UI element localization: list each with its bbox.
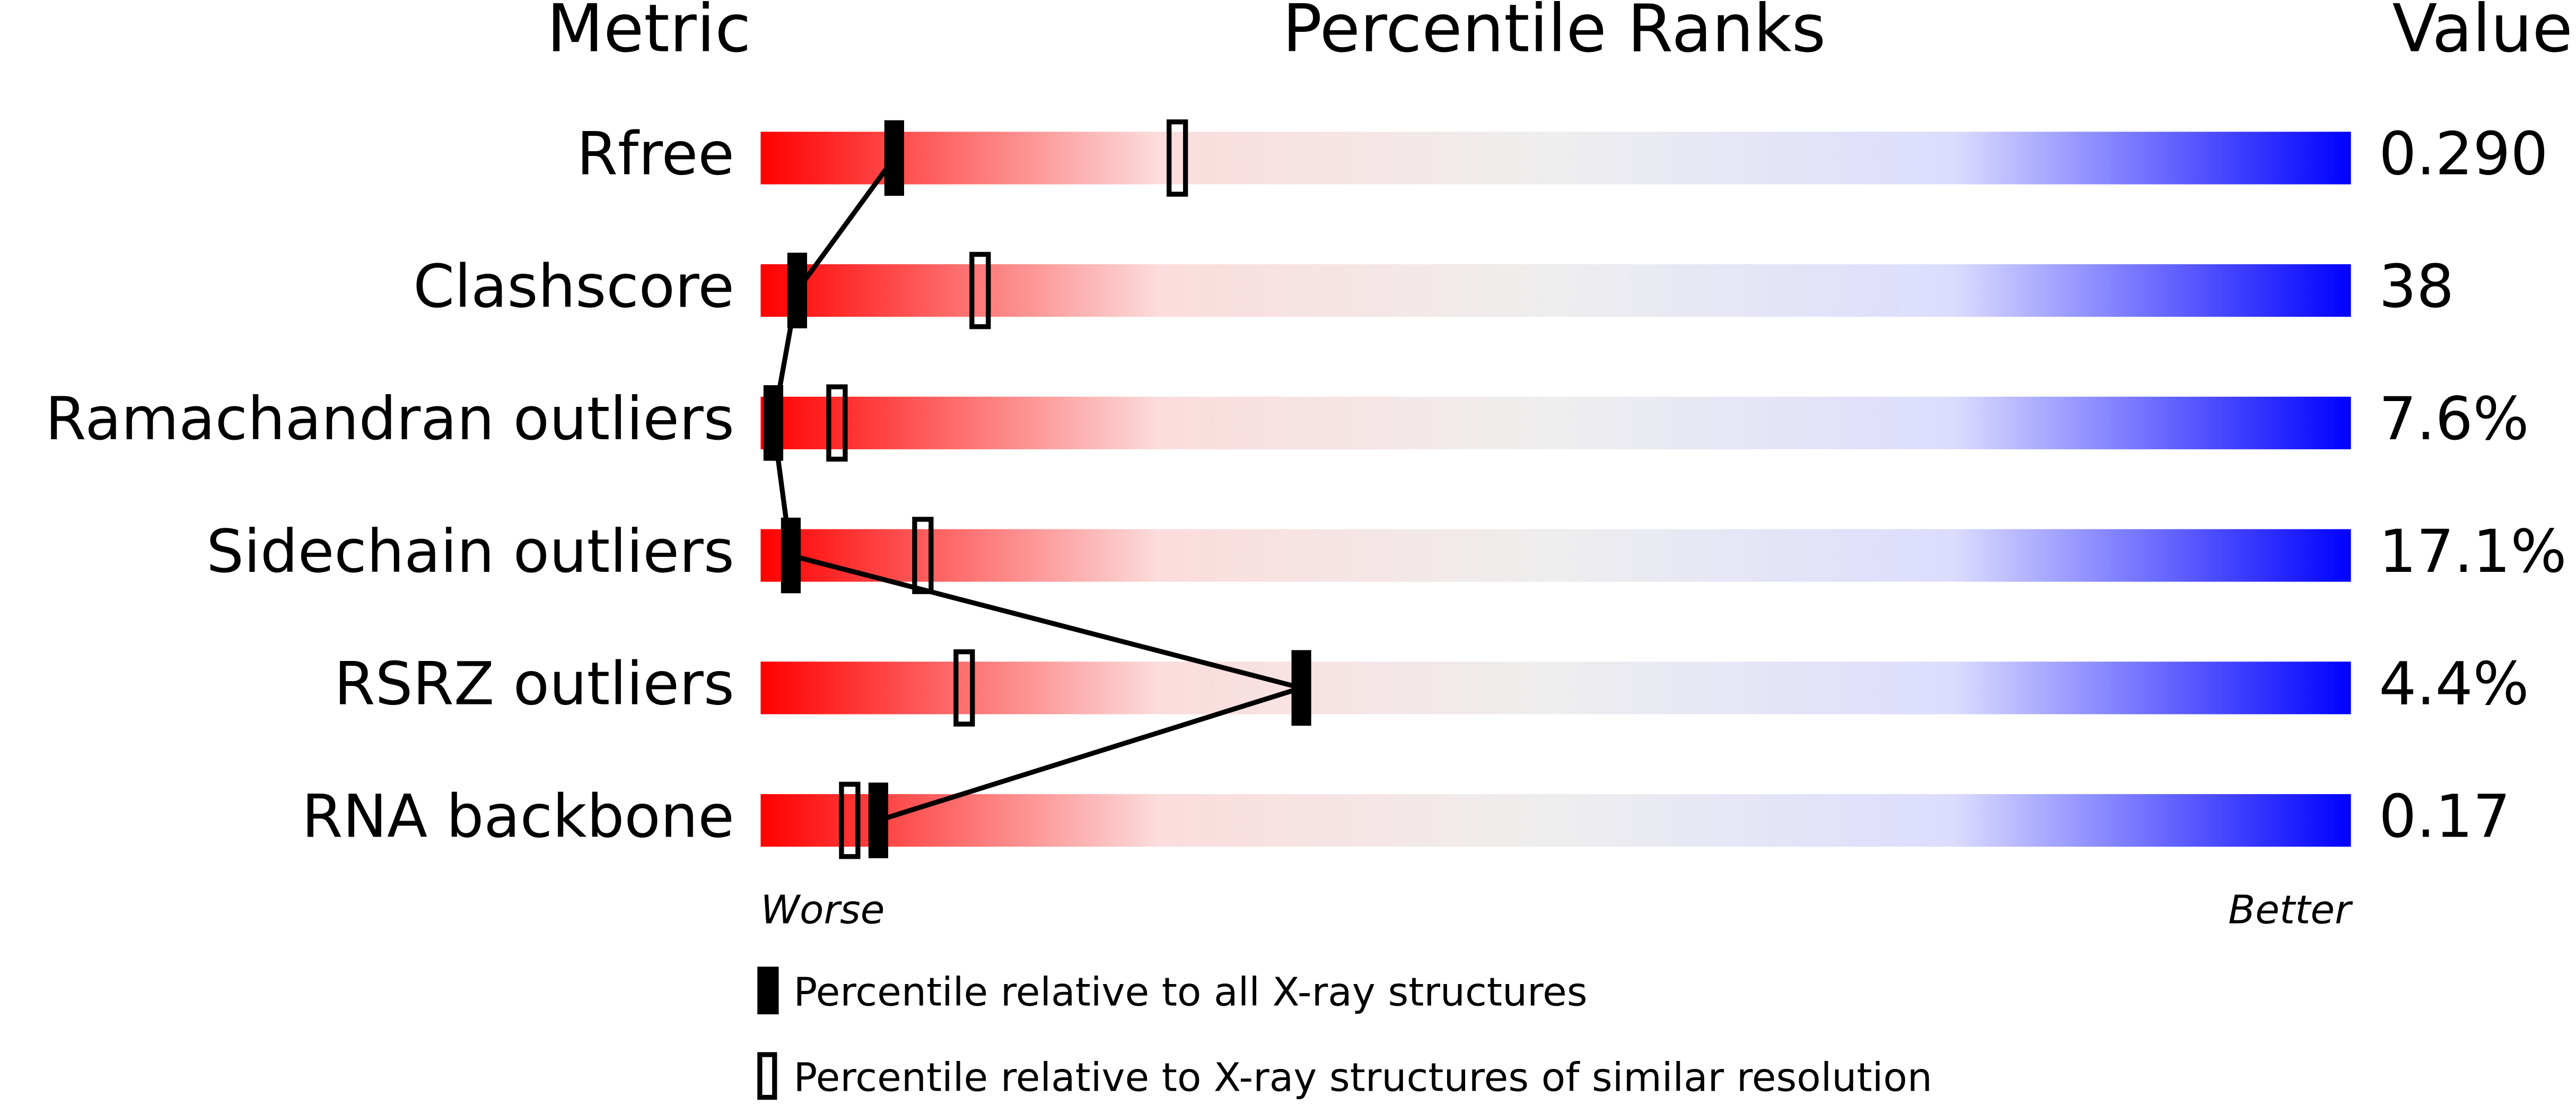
axis-low-label: Worse: [760, 887, 884, 933]
metric-value: 0.17: [2379, 782, 2510, 851]
axis-high-label: Better: [2228, 887, 2353, 933]
rank-bar: [760, 396, 2351, 449]
metric-label: Sidechain outliers: [206, 517, 734, 586]
percentile-marker-open: [839, 781, 861, 859]
header-ranks: Percentile Ranks: [1282, 0, 1826, 67]
rank-bar: [760, 794, 2351, 847]
metric-value: 38: [2379, 252, 2454, 321]
metric-value: 7.6%: [2379, 385, 2529, 454]
metric-label: RNA backbone: [302, 782, 734, 851]
percentile-marker: [763, 385, 784, 461]
legend-swatch: [757, 1052, 777, 1100]
legend-label: Percentile relative to all X-ray structu…: [793, 969, 1587, 1015]
metric-value: 4.4%: [2379, 650, 2529, 719]
metric-label: Ramachandran outliers: [45, 385, 734, 454]
rank-bar: [760, 662, 2351, 715]
connector-line: [770, 156, 1311, 823]
percentile-marker: [781, 517, 801, 594]
legend-swatch: [757, 967, 779, 1015]
percentile-marker-open: [826, 384, 848, 462]
header-metric: Metric: [547, 0, 751, 67]
legend-label: Percentile relative to X-ray structures …: [793, 1055, 1932, 1101]
header-value: Value: [2393, 0, 2573, 67]
rank-bar: [760, 264, 2351, 317]
percentile-marker: [787, 253, 808, 328]
percentile-marker-open: [1167, 119, 1188, 197]
metric-label: Clashscore: [413, 252, 734, 321]
percentile-marker-open: [912, 517, 934, 594]
rank-bar: [760, 132, 2351, 185]
metric-value: 17.1%: [2379, 517, 2566, 586]
percentile-marker-open: [969, 251, 991, 329]
metric-label: RSRZ outliers: [334, 650, 734, 719]
rank-bar: [760, 529, 2351, 582]
percentile-marker-open: [953, 649, 975, 727]
percentile-marker: [868, 782, 888, 858]
metric-label: Rfree: [577, 120, 734, 189]
percentile-marker: [884, 120, 904, 196]
percentile-marker: [1291, 650, 1311, 726]
metric-value: 0.290: [2379, 120, 2548, 189]
